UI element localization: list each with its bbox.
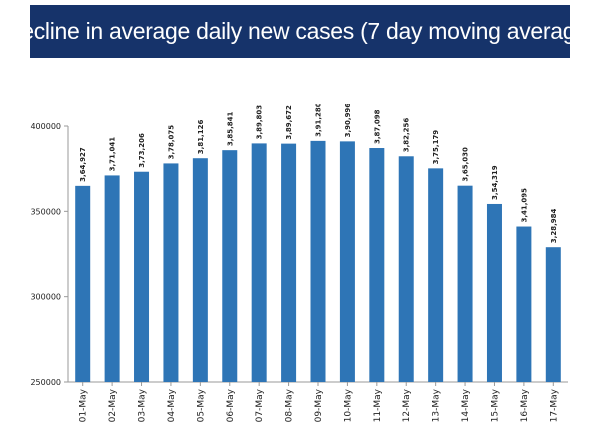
data-label: 3,65,030 [462,147,470,182]
x-tick-label: 17-May [549,388,559,422]
bar-12-May [398,156,414,382]
x-tick-label: 05-May [196,388,206,422]
bar-16-May [516,226,532,382]
y-tick-label: 300000 [30,293,61,302]
x-tick-label: 12-May [402,388,412,422]
data-label: 3,78,075 [167,125,175,160]
data-label: 3,87,098 [373,109,381,144]
x-tick-label: 16-May [520,388,530,422]
bar-11-May [369,148,385,382]
bar-17-May [545,247,561,382]
bar-07-May [251,143,267,382]
bar-14-May [457,185,473,382]
x-tick-label: 06-May [226,388,236,422]
bar-05-May [192,158,208,382]
x-tick-label: 07-May [255,388,265,422]
x-tick-label: 08-May [285,388,295,422]
x-tick-label: 01-May [79,388,89,422]
bar-01-May [75,185,91,382]
data-label: 3,28,984 [550,209,558,244]
title-banner: Decline in average daily new cases (7 da… [5,5,595,58]
bar-15-May [486,203,502,382]
y-tick-label: 350000 [30,207,61,216]
y-tick-label: 250000 [30,378,61,387]
data-label: 3,90,996 [344,104,352,137]
data-label: 3,75,179 [432,130,440,165]
data-label: 3,82,256 [403,118,411,153]
data-label: 3,64,927 [79,147,87,182]
data-label: 3,71,041 [109,137,117,172]
x-tick-label: 10-May [343,388,353,422]
data-label: 3,91,280 [315,104,323,137]
bar-chart: 250000 300000 350000 400000 3,64,927 01-May 3,… [30,102,568,422]
data-label: 3,89,803 [256,105,264,140]
x-tick-label: 15-May [490,388,500,422]
x-tick-label: 09-May [314,388,324,422]
data-label: 3,81,126 [197,120,205,155]
bar-13-May [428,168,444,382]
bar-06-May [222,150,238,382]
x-tick-label: 04-May [167,388,177,422]
data-label: 3,41,095 [520,188,528,223]
bar-08-May [281,143,297,382]
page-title: Decline in average daily new cases (7 da… [4,18,596,44]
x-tick-label: 02-May [108,388,118,422]
bar-02-May [104,175,120,382]
chart-panel: 250000 300000 350000 400000 3,64,927 01-May 3,… [30,102,578,437]
data-label: 3,89,672 [285,105,293,140]
data-label: 3,54,319 [491,165,499,200]
bar-10-May [339,141,355,382]
bar-04-May [163,163,179,382]
x-tick-label: 14-May [461,388,471,422]
x-tick-label: 13-May [432,388,442,422]
x-tick-label: 11-May [373,388,383,422]
y-tick-label: 400000 [30,122,61,131]
data-label: 3,73,206 [138,133,146,168]
bar-09-May [310,140,326,382]
bar-03-May [134,171,150,382]
x-tick-label: 03-May [138,388,148,422]
data-label: 3,85,841 [226,111,234,146]
